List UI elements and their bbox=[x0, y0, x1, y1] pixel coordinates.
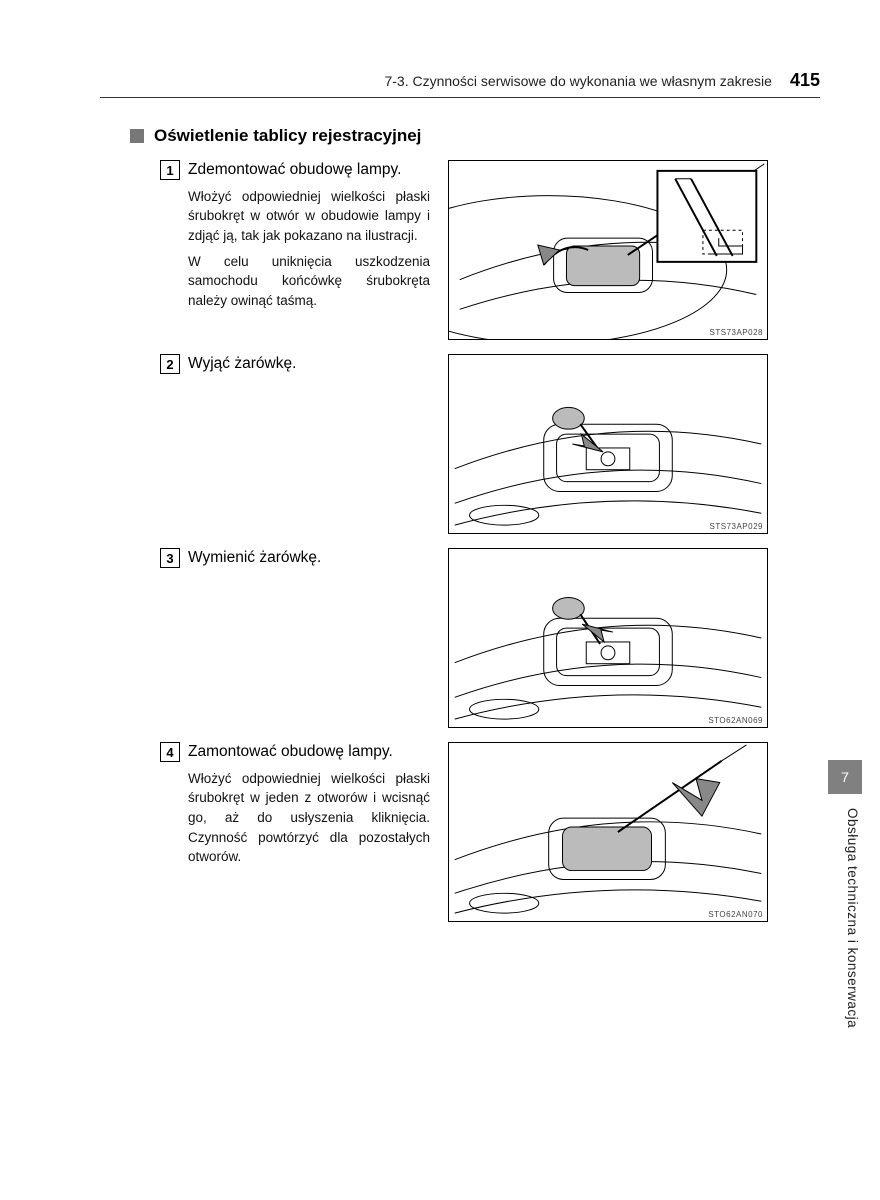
figure: STO62AN069 bbox=[448, 548, 768, 728]
step: 3 Wymienić żarówkę. bbox=[160, 548, 820, 728]
figure-code: STO62AN069 bbox=[708, 716, 763, 725]
step-title: Zdemontować obudowę lampy. bbox=[188, 160, 401, 181]
chapter-side-label: Obsługa techniczna i konserwacja bbox=[845, 808, 860, 1028]
figure-code: STO62AN070 bbox=[708, 910, 763, 919]
heading-text: Oświetlenie tablicy rejestracyjnej bbox=[154, 126, 421, 146]
step-title: Wymienić żarówkę. bbox=[188, 548, 321, 569]
step-number: 1 bbox=[160, 160, 180, 180]
step-desc: Włożyć odpowiedniej wielkości płaski śru… bbox=[188, 187, 430, 246]
step-text: 3 Wymienić żarówkę. bbox=[160, 548, 430, 575]
figure: STS73AP029 bbox=[448, 354, 768, 534]
manual-page: 7-3. Czynności serwisowe do wykonania we… bbox=[0, 0, 880, 1200]
section-heading: Oświetlenie tablicy rejestracyjnej bbox=[130, 126, 820, 146]
page-number: 415 bbox=[790, 70, 820, 91]
page-header: 7-3. Czynności serwisowe do wykonania we… bbox=[100, 70, 820, 98]
step-text: 4 Zamontować obudowę lampy. Włożyć odpow… bbox=[160, 742, 430, 873]
figure: STS73AP028 bbox=[448, 160, 768, 340]
step-title: Wyjąć żarówkę. bbox=[188, 354, 296, 375]
step: 1 Zdemontować obudowę lampy. Włożyć odpo… bbox=[160, 160, 820, 340]
step: 2 Wyjąć żarówkę. bbox=[160, 354, 820, 534]
bullet-icon bbox=[130, 129, 144, 143]
steps-list: 1 Zdemontować obudowę lampy. Włożyć odpo… bbox=[160, 160, 820, 922]
step-number: 2 bbox=[160, 354, 180, 374]
step-number: 3 bbox=[160, 548, 180, 568]
step-desc: Włożyć odpowiedniej wielkości płaski śru… bbox=[188, 769, 430, 867]
step-title: Zamontować obudowę lampy. bbox=[188, 742, 393, 763]
chapter-tab: 7 bbox=[828, 760, 862, 794]
step: 4 Zamontować obudowę lampy. Włożyć odpow… bbox=[160, 742, 820, 922]
figure-code: STS73AP028 bbox=[710, 328, 763, 337]
step-text: 2 Wyjąć żarówkę. bbox=[160, 354, 430, 381]
figure-code: STS73AP029 bbox=[710, 522, 763, 531]
header-section: 7-3. Czynności serwisowe do wykonania we… bbox=[384, 73, 772, 89]
step-text: 1 Zdemontować obudowę lampy. Włożyć odpo… bbox=[160, 160, 430, 316]
step-desc: W celu uniknięcia uszkodzenia samochodu … bbox=[188, 252, 430, 311]
step-number: 4 bbox=[160, 742, 180, 762]
figure: STO62AN070 bbox=[448, 742, 768, 922]
chapter-tab-number: 7 bbox=[841, 769, 849, 785]
